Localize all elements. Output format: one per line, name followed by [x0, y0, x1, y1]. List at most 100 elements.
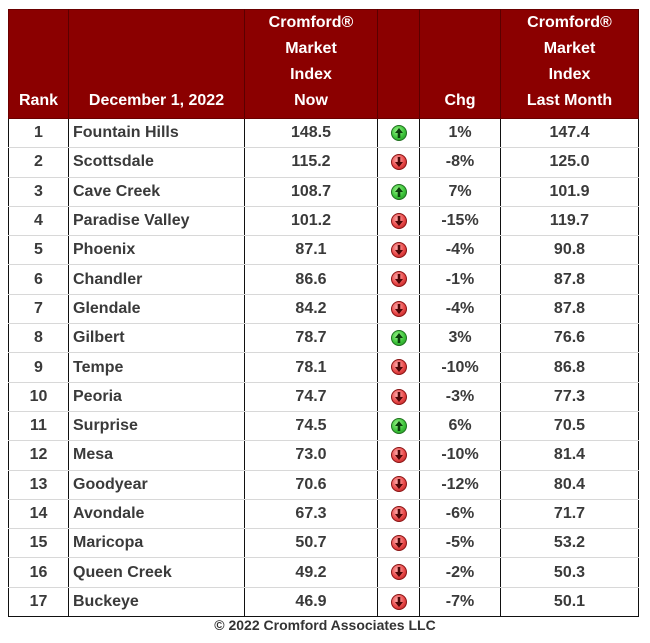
table-row: 2 Scottsdale 115.2 -8% 125.0 — [8, 147, 639, 178]
city-cell: Fountain Hills — [68, 117, 245, 149]
index-now-cell: 49.2 — [244, 557, 378, 588]
trend-arrow-cell — [377, 205, 420, 237]
rank-cell: 9 — [8, 352, 69, 383]
change-cell: 6% — [419, 410, 501, 442]
market-index-table: Rank December 1, 2022 Cromford® Market I… — [8, 9, 639, 618]
rank-cell: 5 — [8, 235, 69, 266]
header-change: Chg — [419, 9, 501, 119]
arrow-down-icon — [390, 359, 407, 376]
trend-arrow-cell — [377, 557, 420, 588]
arrow-down-icon — [390, 476, 407, 493]
change-cell: -6% — [419, 498, 501, 530]
rank-cell: 10 — [8, 381, 69, 412]
city-cell: Goodyear — [68, 469, 245, 500]
index-last-month-cell: 81.4 — [500, 440, 639, 471]
rank-cell: 1 — [8, 117, 69, 149]
arrow-down-icon — [390, 271, 407, 288]
city-cell: Chandler — [68, 264, 245, 295]
index-now-cell: 78.1 — [244, 352, 378, 383]
change-cell: -15% — [419, 205, 501, 237]
rank-cell: 3 — [8, 176, 69, 207]
arrow-down-icon — [390, 242, 407, 259]
trend-arrow-cell — [377, 381, 420, 412]
index-last-month-cell: 119.7 — [500, 205, 639, 237]
index-last-month-cell: 71.7 — [500, 498, 639, 530]
table-row: 8 Gilbert 78.7 3% 76.6 — [8, 323, 639, 354]
rank-cell: 14 — [8, 498, 69, 530]
change-cell: 1% — [419, 117, 501, 149]
header-index-now: Cromford® Market Index Now — [244, 9, 378, 119]
table-row: 6 Chandler 86.6 -1% 87.8 — [8, 264, 639, 295]
trend-arrow-cell — [377, 469, 420, 500]
index-now-cell: 73.0 — [244, 440, 378, 471]
table-row: 15 Maricopa 50.7 -5% 53.2 — [8, 528, 639, 559]
change-cell: -2% — [419, 557, 501, 588]
table-row: 16 Queen Creek 49.2 -2% 50.3 — [8, 557, 639, 588]
trend-arrow-cell — [377, 323, 420, 354]
rank-cell: 11 — [8, 410, 69, 442]
city-cell: Surprise — [68, 410, 245, 442]
header-trend-arrow — [377, 9, 420, 119]
rank-cell: 13 — [8, 469, 69, 500]
change-cell: -8% — [419, 147, 501, 178]
table-row: 17 Buckeye 46.9 -7% 50.1 — [8, 586, 639, 618]
table-row: 1 Fountain Hills 148.5 1% 147.4 — [8, 117, 639, 149]
change-cell: -4% — [419, 293, 501, 325]
rank-cell: 15 — [8, 528, 69, 559]
city-cell: Queen Creek — [68, 557, 245, 588]
index-now-cell: 115.2 — [244, 147, 378, 178]
city-cell: Gilbert — [68, 323, 245, 354]
rank-cell: 17 — [8, 586, 69, 618]
trend-arrow-cell — [377, 293, 420, 325]
city-cell: Avondale — [68, 498, 245, 530]
arrow-down-icon — [390, 300, 407, 317]
trend-arrow-cell — [377, 147, 420, 178]
copyright-footer: © 2022 Cromford Associates LLC — [214, 617, 436, 633]
index-last-month-cell: 87.8 — [500, 293, 639, 325]
index-last-month-cell: 70.5 — [500, 410, 639, 442]
city-cell: Mesa — [68, 440, 245, 471]
rank-cell: 8 — [8, 323, 69, 354]
index-now-cell: 70.6 — [244, 469, 378, 500]
change-cell: -1% — [419, 264, 501, 295]
change-cell: -5% — [419, 528, 501, 559]
table-row: 3 Cave Creek 108.7 7% 101.9 — [8, 176, 639, 207]
city-cell: Buckeye — [68, 586, 245, 618]
index-last-month-cell: 77.3 — [500, 381, 639, 412]
city-cell: Tempe — [68, 352, 245, 383]
change-cell: -12% — [419, 469, 501, 500]
city-cell: Paradise Valley — [68, 205, 245, 237]
change-cell: 7% — [419, 176, 501, 207]
header-index-last-month: Cromford® Market Index Last Month — [500, 9, 639, 119]
change-cell: 3% — [419, 323, 501, 354]
header-date: December 1, 2022 — [68, 9, 245, 119]
index-last-month-cell: 101.9 — [500, 176, 639, 207]
arrow-up-icon — [390, 183, 407, 200]
trend-arrow-cell — [377, 586, 420, 618]
change-cell: -3% — [419, 381, 501, 412]
index-now-cell: 46.9 — [244, 586, 378, 618]
trend-arrow-cell — [377, 176, 420, 207]
trend-arrow-cell — [377, 528, 420, 559]
table-row: 9 Tempe 78.1 -10% 86.8 — [8, 352, 639, 383]
rank-cell: 12 — [8, 440, 69, 471]
trend-arrow-cell — [377, 117, 420, 149]
arrow-down-icon — [390, 447, 407, 464]
arrow-up-icon — [390, 124, 407, 141]
city-cell: Glendale — [68, 293, 245, 325]
change-cell: -7% — [419, 586, 501, 618]
city-cell: Scottsdale — [68, 147, 245, 178]
city-cell: Phoenix — [68, 235, 245, 266]
table-row: 4 Paradise Valley 101.2 -15% 119.7 — [8, 205, 639, 237]
index-now-cell: 101.2 — [244, 205, 378, 237]
arrow-down-icon — [390, 564, 407, 581]
header-rank: Rank — [8, 9, 69, 119]
index-last-month-cell: 80.4 — [500, 469, 639, 500]
trend-arrow-cell — [377, 264, 420, 295]
trend-arrow-cell — [377, 440, 420, 471]
header-row: Rank December 1, 2022 Cromford® Market I… — [8, 9, 639, 119]
index-last-month-cell: 76.6 — [500, 323, 639, 354]
arrow-up-icon — [390, 329, 407, 346]
index-last-month-cell: 50.3 — [500, 557, 639, 588]
index-now-cell: 86.6 — [244, 264, 378, 295]
